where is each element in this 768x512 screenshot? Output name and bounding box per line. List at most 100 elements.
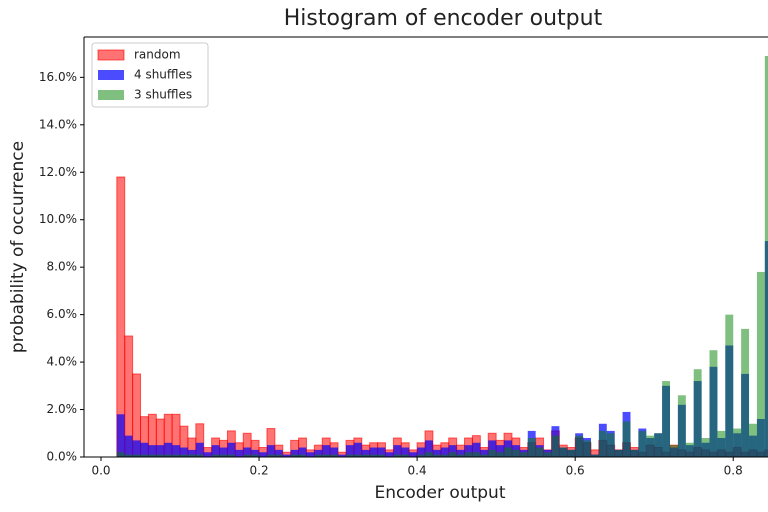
bar xyxy=(480,454,489,457)
bar xyxy=(670,445,678,457)
bar xyxy=(440,447,449,457)
bar xyxy=(243,454,252,457)
bar xyxy=(164,454,173,457)
bar xyxy=(274,454,283,457)
x-axis-label: Encoder output xyxy=(375,483,506,503)
bar xyxy=(290,449,299,457)
bar xyxy=(622,421,631,457)
bar xyxy=(448,445,457,457)
legend-text: 4 shuffles xyxy=(134,68,192,82)
bar xyxy=(251,454,260,457)
bar xyxy=(259,452,267,457)
bar xyxy=(322,454,331,457)
bar xyxy=(195,423,205,457)
bar xyxy=(156,445,165,457)
bar xyxy=(345,445,354,457)
bar xyxy=(227,454,236,457)
chart-title: Histogram of encoder output xyxy=(284,6,603,31)
bar xyxy=(440,454,449,457)
bar xyxy=(677,395,686,457)
bar xyxy=(353,454,362,457)
bar xyxy=(456,454,465,457)
y-tick-label: 16.0% xyxy=(39,70,77,84)
bar xyxy=(148,445,157,457)
legend-swatch xyxy=(97,49,125,61)
bar xyxy=(306,452,315,457)
bar xyxy=(717,430,726,457)
bar xyxy=(124,435,133,457)
bar xyxy=(369,454,378,457)
bar xyxy=(535,447,544,457)
bar xyxy=(504,447,512,457)
bar xyxy=(425,452,433,457)
bar xyxy=(685,442,694,457)
bar xyxy=(543,452,552,457)
bar xyxy=(401,454,410,457)
plot-area xyxy=(116,55,768,457)
bar xyxy=(425,440,433,457)
bar xyxy=(551,435,560,457)
legend-swatch xyxy=(98,70,124,80)
bar xyxy=(480,449,489,457)
bar xyxy=(266,445,275,457)
bar xyxy=(345,454,354,457)
bar xyxy=(559,447,568,457)
bar xyxy=(417,454,426,457)
x-tick-label: 0.2 xyxy=(250,464,269,478)
bar xyxy=(630,449,639,457)
bar xyxy=(187,454,196,457)
bar xyxy=(646,435,655,457)
bar xyxy=(132,440,141,457)
bar xyxy=(448,452,457,457)
bar xyxy=(756,271,765,457)
bar xyxy=(219,454,228,457)
bar xyxy=(116,176,126,457)
y-tick-label: 0.0% xyxy=(47,450,78,464)
bar xyxy=(211,454,220,457)
bar xyxy=(282,454,291,457)
bar xyxy=(401,447,410,457)
bar xyxy=(575,435,584,457)
bar xyxy=(749,423,757,457)
legend-swatch xyxy=(98,90,124,100)
bar xyxy=(393,445,402,457)
bar xyxy=(590,454,599,457)
y-tick-label: 4.0% xyxy=(47,355,78,369)
bar xyxy=(211,445,220,457)
bar xyxy=(180,454,188,457)
bar xyxy=(124,454,133,457)
bar xyxy=(172,445,181,457)
y-tick-label: 8.0% xyxy=(47,260,78,274)
bar xyxy=(417,447,426,457)
bar xyxy=(393,454,402,457)
bar xyxy=(496,452,505,457)
bar xyxy=(369,447,378,457)
bar xyxy=(488,449,497,457)
bar xyxy=(132,373,142,457)
bar xyxy=(235,449,244,457)
bar xyxy=(180,447,188,457)
bar xyxy=(298,454,307,457)
bar xyxy=(203,452,212,457)
bar xyxy=(148,454,157,457)
bar xyxy=(243,447,252,457)
bar xyxy=(638,430,647,457)
bar xyxy=(764,55,768,457)
bar xyxy=(472,452,481,457)
bar xyxy=(464,445,473,457)
bar xyxy=(361,454,370,457)
bar xyxy=(741,328,750,457)
legend-text: random xyxy=(134,48,181,62)
bar xyxy=(662,381,671,457)
bar xyxy=(377,454,386,457)
bar xyxy=(409,452,418,457)
bar xyxy=(172,454,181,457)
y-tick-label: 12.0% xyxy=(39,165,77,179)
bar xyxy=(361,449,370,457)
bar xyxy=(583,440,591,457)
bar xyxy=(353,442,362,457)
y-tick-label: 2.0% xyxy=(47,402,78,416)
bar xyxy=(488,440,497,457)
bar xyxy=(527,438,536,457)
